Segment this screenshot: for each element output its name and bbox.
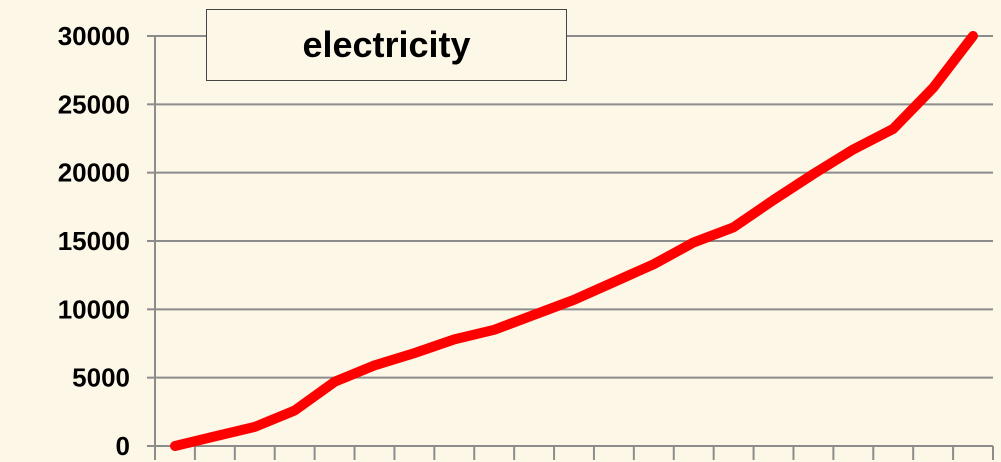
y-tick-label-5000: 5000 <box>72 363 130 393</box>
y-tick-label-25000: 25000 <box>58 89 130 119</box>
y-tick-label-10000: 10000 <box>58 294 130 324</box>
axes <box>147 35 994 460</box>
legend: electricity <box>206 9 567 81</box>
y-tick-label-0: 0 <box>116 431 130 461</box>
y-tick-label-15000: 15000 <box>58 226 130 256</box>
y-tick-label-20000: 20000 <box>58 158 130 188</box>
series-line-electricity <box>170 31 978 451</box>
legend-label-electricity: electricity <box>302 24 471 65</box>
gridlines <box>155 35 993 379</box>
y-tick-labels: 0 5000 10000 15000 20000 25000 30000 <box>58 21 130 461</box>
series-lines <box>170 31 978 451</box>
y-tick-label-30000: 30000 <box>58 21 130 51</box>
